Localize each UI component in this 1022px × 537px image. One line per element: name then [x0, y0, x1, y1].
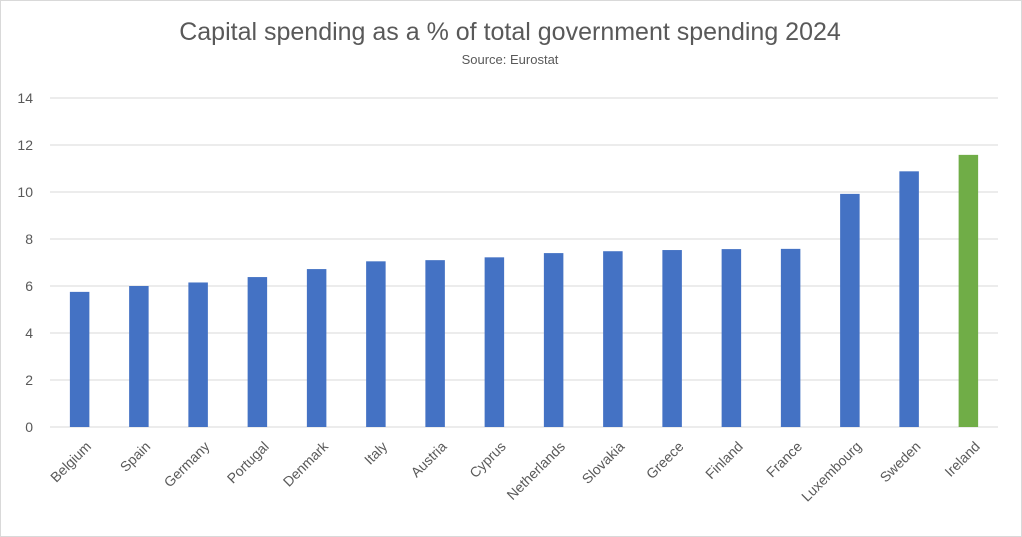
bar-finland	[721, 249, 742, 427]
y-tick-label: 8	[25, 231, 33, 247]
x-tick-label-italy: Italy	[361, 438, 390, 467]
x-tick-label-netherlands: Netherlands	[503, 438, 568, 503]
chart-title: Capital spending as a % of total governm…	[179, 18, 841, 46]
bar-france	[780, 248, 801, 427]
x-tick-label-belgium: Belgium	[47, 438, 94, 485]
y-axis-tick-labels: 0 2 4 6 8 10 12 14	[17, 90, 33, 435]
y-tick-label: 2	[25, 372, 33, 388]
x-axis-category-labels: Belgium Spain Germany Portugal Denmark Italy A…	[47, 437, 983, 504]
bar-ireland	[958, 154, 979, 427]
x-tick-label-finland: Finland	[702, 438, 746, 482]
y-tick-label: 4	[25, 325, 33, 341]
x-tick-label-germany: Germany	[161, 438, 213, 490]
bar-spain	[129, 286, 149, 427]
bar-denmark	[306, 269, 327, 427]
x-tick-label-cyprus: Cyprus	[466, 438, 509, 481]
bar-cyprus	[484, 257, 505, 427]
x-tick-label-france: France	[763, 438, 805, 480]
bars	[69, 154, 979, 427]
x-tick-label-spain: Spain	[117, 438, 154, 475]
x-tick-label-ireland: Ireland	[941, 438, 983, 480]
chart-subtitle: Source: Eurostat	[461, 52, 559, 67]
bar-luxembourg	[840, 193, 860, 427]
gridlines	[50, 97, 998, 428]
y-tick-label: 14	[17, 90, 33, 106]
bar-greece	[662, 250, 682, 427]
y-tick-label: 6	[25, 278, 33, 294]
bar-belgium	[69, 291, 90, 427]
bar-netherlands	[543, 253, 564, 427]
x-tick-label-luxembourg: Luxembourg	[798, 438, 864, 504]
x-tick-label-sweden: Sweden	[877, 438, 924, 485]
bar-austria	[425, 260, 445, 427]
x-tick-label-denmark: Denmark	[280, 437, 332, 489]
x-tick-label-slovakia: Slovakia	[579, 438, 628, 487]
bar-slovakia	[603, 251, 623, 427]
x-tick-label-austria: Austria	[407, 438, 449, 480]
bar-sweden	[899, 171, 919, 427]
y-tick-label: 0	[25, 419, 33, 435]
x-tick-label-greece: Greece	[643, 438, 687, 482]
x-tick-label-portugal: Portugal	[224, 438, 272, 486]
bar-italy	[366, 261, 386, 427]
y-tick-label: 12	[17, 137, 33, 153]
y-tick-label: 10	[17, 184, 33, 200]
bar-portugal	[247, 277, 268, 427]
bar-germany	[188, 282, 208, 427]
